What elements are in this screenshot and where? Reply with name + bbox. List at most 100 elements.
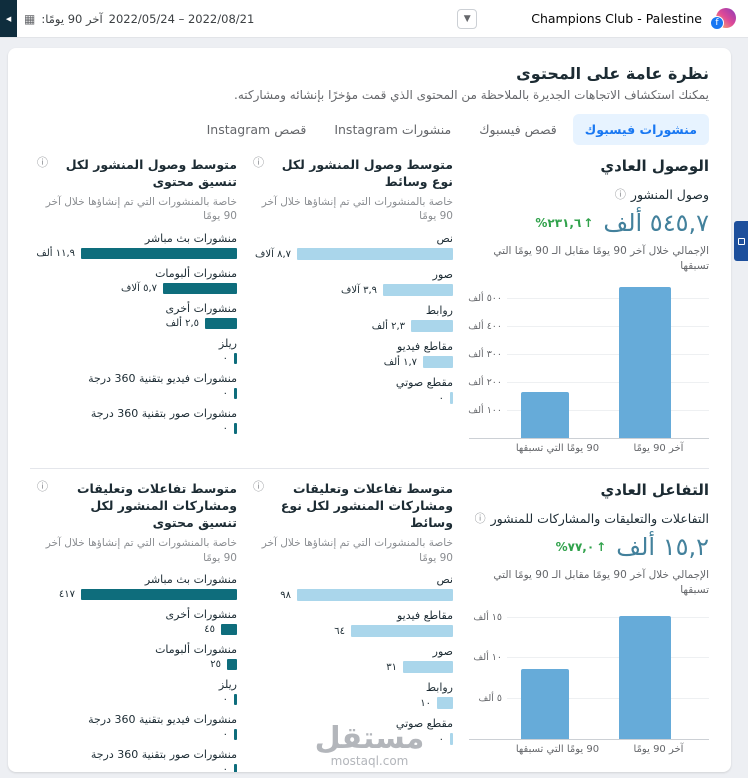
delta-badge: ↑ ٧٧,٠% <box>556 540 607 554</box>
bar-row: صور ٣,٩ آلاف <box>341 268 453 297</box>
metric-label: وصول المنشور <box>630 187 709 202</box>
h-bar <box>423 356 453 369</box>
tab-instagram-posts[interactable]: منشورات Instagram <box>322 114 463 145</box>
date-range-value: 2022/05/24 – 2022/08/21 <box>108 11 255 26</box>
engagement-by-media-column: متوسط تفاعلات وتعليقات ومشاركات المنشور … <box>253 481 453 772</box>
facebook-icon: f <box>710 16 724 30</box>
metric-value: ٥٤٥,٧ ألف <box>603 209 709 237</box>
bar-last-90-days <box>619 616 671 739</box>
engagement-summary-column: التفاعل العادي التفاعلات والتعليقات والم… <box>469 481 709 772</box>
bar-row: روابط ١٠ <box>420 681 453 710</box>
section-divider <box>30 468 709 470</box>
page-subtitle: يمكنك استكشاف الاتجاهات الجديرة بالملاحظ… <box>234 88 709 102</box>
page-name: Champions Club - Palestine <box>531 11 702 26</box>
y-tick: ١٠ ألف <box>473 652 502 664</box>
info-icon[interactable]: ⓘ <box>37 480 48 494</box>
y-tick: ٤٠٠ ألف <box>468 321 502 333</box>
engagement-by-format-column: متوسط تفاعلات وتعليقات ومشاركات المنشور … <box>37 481 237 772</box>
tab-facebook-posts[interactable]: منشورات فيسبوك <box>572 114 709 145</box>
y-tick: ٥ ألف <box>478 692 503 704</box>
reach-by-format-column: متوسط وصول المنشور لكل تنسيق محتوى ⓘ خاص… <box>36 156 237 454</box>
bar-row: مقطع صوتي ٠ <box>395 717 453 746</box>
h-bar <box>297 248 453 261</box>
bar-row: ريلز ٠ <box>218 337 237 365</box>
organic-reach-section: الوصول العادي وصول المنشور ⓘ ٥٤٥,٧ ألف ↑… <box>30 145 709 454</box>
edge-shortcut-tab[interactable] <box>734 221 748 261</box>
edge-tab-icon <box>737 237 745 245</box>
bar-row: مقطع صوتي ٠ <box>395 376 453 405</box>
h-bar <box>81 248 237 260</box>
h-bar <box>234 694 237 706</box>
column-title: متوسط وصول المنشور لكل تنسيق محتوى <box>65 157 237 189</box>
content-tabs: منشورات فيسبوك قصص فيسبوك منشورات Instag… <box>30 114 709 145</box>
chevron-down-icon[interactable]: ▼ <box>457 8 478 29</box>
reach-bar-chart: ٥٠٠ ألف ٤٠٠ ألف ٣٠٠ ألف ٢٠٠ ألف ١٠٠ ألف … <box>468 285 709 455</box>
bar-previous-period <box>521 392 569 439</box>
info-icon[interactable]: ⓘ <box>37 156 48 169</box>
page-title: نظرة عامة على المحتوى <box>516 64 709 83</box>
bar-row: نص ٩٨ <box>280 573 453 602</box>
engagement-bar-chart: ١٥ ألف ١٠ ألف ٥ ألف 90 يومًا التي تسبقها… <box>469 610 709 755</box>
info-icon[interactable]: ⓘ <box>614 188 626 201</box>
comparison-note: الإجمالي خلال آخر 90 يومًا مقابل الـ 90 … <box>493 245 709 272</box>
bar-row: صور ٣١ <box>386 645 453 674</box>
h-bar <box>234 764 237 772</box>
y-tick: ١٠٠ ألف <box>468 404 502 416</box>
y-tick: ٥٠٠ ألف <box>468 293 502 305</box>
bar-row: منشورات بث مباشر ١١,٩ ألف <box>36 232 237 260</box>
page-selector[interactable]: f Champions Club - Palestine ▼ <box>457 7 736 30</box>
h-bar <box>221 624 237 636</box>
h-bar <box>297 589 453 602</box>
bar-last-90-days <box>619 286 671 439</box>
up-arrow-icon: ↑ <box>583 216 594 230</box>
x-label-previous: 90 يومًا التي تسبقها <box>515 443 600 455</box>
h-bar <box>205 318 237 330</box>
h-bar <box>163 283 237 295</box>
metric-label: التفاعلات والتعليقات والمشاركات للمنشور <box>490 511 709 527</box>
up-arrow-icon: ↑ <box>596 540 607 555</box>
delta-percent: ٧٧,٠% <box>555 540 595 555</box>
tab-instagram-stories[interactable]: قصص Instagram <box>195 114 319 145</box>
reach-summary-column: الوصول العادي وصول المنشور ⓘ ٥٤٥,٧ ألف ↑… <box>468 157 709 455</box>
column-title: متوسط تفاعلات وتعليقات ومشاركات المنشور … <box>76 481 237 531</box>
date-range-filter[interactable]: ▦ آخر 90 يومًا: 2022/05/24 – 2022/08/21 <box>24 12 254 26</box>
column-subtitle: خاصة بالمنشورات التي تم إنشاؤها خلال آخر… <box>45 537 237 564</box>
page-avatar: f <box>710 7 736 30</box>
info-icon[interactable]: ⓘ <box>474 512 486 526</box>
bar-row: منشورات بث مباشر ٤١٧ <box>58 573 237 601</box>
y-tick: ٣٠٠ ألف <box>468 349 502 360</box>
bar-row: منشورات فيديو بتقنية 360 درجة ٠ <box>88 713 237 741</box>
column-title: متوسط وصول المنشور لكل نوع وسائط <box>281 157 453 189</box>
calendar-icon: ▦ <box>24 11 36 26</box>
column-subtitle: خاصة بالمنشورات التي تم إنشاؤها خلال آخر… <box>261 195 453 223</box>
bar-row: روابط ٢,٣ ألف <box>371 304 453 333</box>
info-icon[interactable]: ⓘ <box>253 480 264 494</box>
h-bar <box>383 284 453 297</box>
date-range-label: آخر 90 يومًا: <box>41 11 103 26</box>
collapse-sidebar-handle[interactable]: ◀ <box>0 0 17 37</box>
metric-value: ١٥,٢ ألف <box>616 533 709 562</box>
column-title: متوسط تفاعلات وتعليقات ومشاركات المنشور … <box>280 481 453 531</box>
h-bar <box>81 589 237 601</box>
h-bar <box>403 661 453 674</box>
info-icon[interactable]: ⓘ <box>253 156 264 169</box>
reach-by-media-column: متوسط وصول المنشور لكل نوع وسائط ⓘ خاصة … <box>253 157 453 454</box>
bar-previous-period <box>521 669 569 739</box>
tab-facebook-stories[interactable]: قصص فيسبوك <box>467 114 569 145</box>
bar-row: منشورات صور بتقنية 360 درجة ٠ <box>90 407 237 435</box>
h-bar <box>234 388 237 400</box>
bar-row: منشورات صور بتقنية 360 درجة ٠ <box>37 748 237 772</box>
x-label-last: آخر 90 يومًا <box>633 443 684 455</box>
column-subtitle: خاصة بالمنشورات التي تم إنشاؤها خلال آخر… <box>261 537 453 564</box>
section-title: الوصول العادي <box>600 157 709 175</box>
bar-row: ريلز ٠ <box>218 678 237 706</box>
h-bar <box>411 320 453 333</box>
bar-row: مقاطع فيديو ٦٤ <box>334 609 453 638</box>
column-subtitle: خاصة بالمنشورات التي تم إنشاؤها خلال آخر… <box>45 195 237 223</box>
organic-engagement-section: التفاعل العادي التفاعلات والتعليقات والم… <box>30 469 709 772</box>
delta-percent: ٢٣١,٦% <box>535 216 582 230</box>
x-label-last: آخر 90 يومًا <box>633 743 684 755</box>
y-tick: ٢٠٠ ألف <box>468 376 502 388</box>
bar-row: نص ٨,٧ آلاف <box>255 232 453 261</box>
top-bar: f Champions Club - Palestine ▼ ▦ آخر 90 … <box>0 0 748 38</box>
